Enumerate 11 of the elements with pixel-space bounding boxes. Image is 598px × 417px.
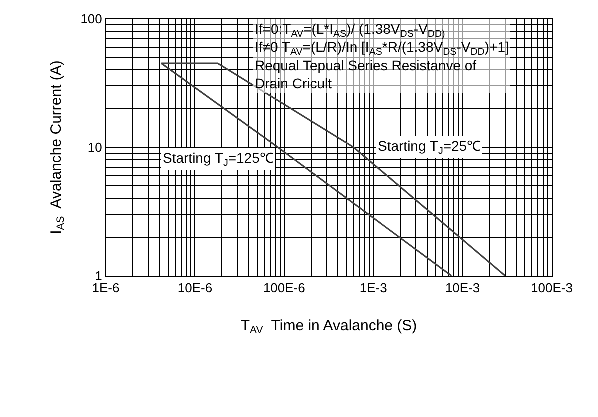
text: If=0:T$_{AV}$=(L*I$_{AS}$)/ (1.38V$_{DS}$-V$_{DD)}$ If≠0 T$_{AV}$=(L/R)/In [I$_{AS}$*R/(1.38V$_{DS}$-V$_{DD}$)+1] Requal Tepual Series Resistanve of Drain Cricult <box>255 21 510 92</box>
x-tick-label: 100E-3 <box>531 280 573 296</box>
series-label: Starting T$_{J}$=125℃ <box>163 150 274 169</box>
x-tick-label: 10E-3 <box>445 280 480 296</box>
y-tick-label: 10 <box>88 140 102 156</box>
x-tick-label: 100E-6 <box>263 280 306 296</box>
x-tick-label: 10E-6 <box>178 280 213 296</box>
x-axis-title: T$_{AV}$ Time in Avalanche (S) <box>240 318 418 337</box>
x-tick-label: 1E-3 <box>360 280 388 296</box>
y-tick-label: 100 <box>80 12 102 27</box>
series-label: Starting T$_{J}$=25℃ <box>378 138 482 157</box>
